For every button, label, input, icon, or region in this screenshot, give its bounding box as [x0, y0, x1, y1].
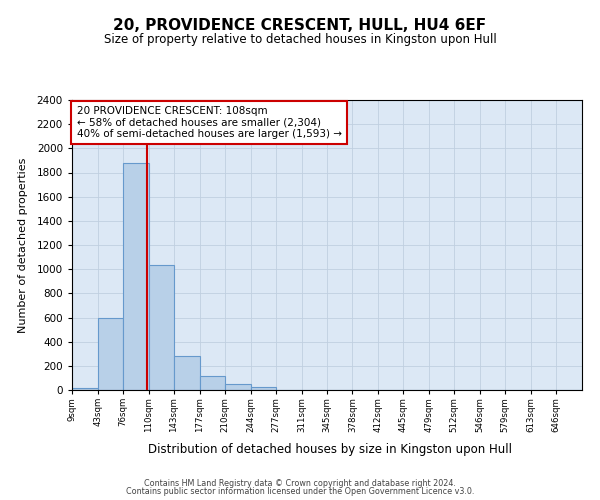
Bar [98, 318, 123, 390]
Text: 20 PROVIDENCE CRESCENT: 108sqm
← 58% of detached houses are smaller (2,304)
40% : 20 PROVIDENCE CRESCENT: 108sqm ← 58% of … [77, 106, 341, 139]
Bar [225, 384, 251, 390]
Text: Size of property relative to detached houses in Kingston upon Hull: Size of property relative to detached ho… [104, 32, 496, 46]
Text: Contains HM Land Registry data © Crown copyright and database right 2024.: Contains HM Land Registry data © Crown c… [144, 478, 456, 488]
Text: Contains public sector information licensed under the Open Government Licence v3: Contains public sector information licen… [126, 487, 474, 496]
Bar [200, 376, 225, 390]
Bar [123, 163, 149, 390]
Bar [149, 265, 174, 390]
Text: Distribution of detached houses by size in Kingston upon Hull: Distribution of detached houses by size … [148, 444, 512, 456]
Text: 20, PROVIDENCE CRESCENT, HULL, HU4 6EF: 20, PROVIDENCE CRESCENT, HULL, HU4 6EF [113, 18, 487, 32]
Bar [72, 388, 98, 390]
Bar [174, 356, 200, 390]
Y-axis label: Number of detached properties: Number of detached properties [19, 158, 28, 332]
Bar [251, 387, 275, 390]
